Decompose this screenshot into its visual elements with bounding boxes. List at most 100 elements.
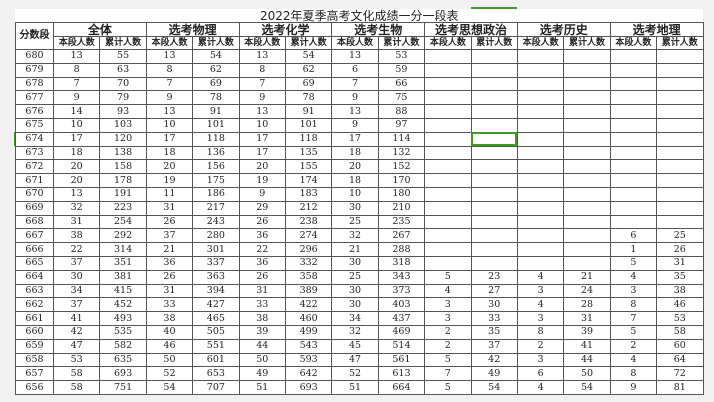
count-cell[interactable]: 40 <box>145 324 194 340</box>
count-cell[interactable]: 514 <box>377 338 426 354</box>
score-cell[interactable]: 667 <box>15 228 54 244</box>
count-cell[interactable] <box>656 186 704 202</box>
count-cell[interactable]: 13 <box>331 104 379 119</box>
count-cell[interactable]: 543 <box>284 338 333 354</box>
count-cell[interactable] <box>424 90 472 106</box>
count-cell[interactable] <box>516 242 565 257</box>
count-cell[interactable]: 191 <box>99 186 147 202</box>
count-cell[interactable] <box>516 200 565 216</box>
count-cell[interactable]: 707 <box>192 380 240 395</box>
count-cell[interactable] <box>516 49 565 64</box>
count-cell[interactable]: 18 <box>331 145 379 161</box>
count-cell[interactable]: 54 <box>284 49 333 64</box>
segment-count-header[interactable]: 本段人数 <box>609 36 658 50</box>
count-cell[interactable]: 7 <box>424 366 472 382</box>
count-cell[interactable]: 493 <box>99 311 147 326</box>
count-cell[interactable] <box>563 186 611 202</box>
count-cell[interactable]: 642 <box>284 366 333 382</box>
score-cell[interactable]: 672 <box>15 159 54 175</box>
count-cell[interactable]: 53 <box>656 311 704 326</box>
count-cell[interactable]: 152 <box>377 159 426 175</box>
score-cell[interactable]: 660 <box>15 324 54 340</box>
count-cell[interactable]: 62 <box>284 62 333 78</box>
count-cell[interactable]: 66 <box>377 76 426 92</box>
segment-count-header[interactable]: 本段人数 <box>145 36 194 50</box>
count-cell[interactable]: 21 <box>145 242 194 257</box>
count-cell[interactable]: 535 <box>99 324 147 340</box>
count-cell[interactable]: 158 <box>99 159 147 175</box>
count-cell[interactable]: 42 <box>52 324 101 340</box>
count-cell[interactable] <box>609 186 658 202</box>
count-cell[interactable]: 8 <box>516 324 565 340</box>
count-cell[interactable] <box>470 76 518 92</box>
count-cell[interactable]: 3 <box>516 352 565 368</box>
score-cell[interactable]: 675 <box>15 117 54 133</box>
count-cell[interactable]: 4 <box>424 283 472 299</box>
count-cell[interactable] <box>516 173 565 188</box>
group-header[interactable]: 选考化学 <box>238 22 333 37</box>
count-cell[interactable]: 64 <box>656 352 704 368</box>
count-cell[interactable] <box>424 131 472 147</box>
count-cell[interactable]: 664 <box>377 380 426 395</box>
count-cell[interactable]: 31 <box>238 283 286 299</box>
count-cell[interactable]: 72 <box>656 366 704 382</box>
count-cell[interactable]: 318 <box>377 255 426 271</box>
count-cell[interactable]: 7 <box>238 76 286 92</box>
count-cell[interactable]: 44 <box>563 352 611 368</box>
segment-count-header[interactable]: 本段人数 <box>52 36 101 50</box>
count-cell[interactable]: 44 <box>238 338 286 354</box>
count-cell[interactable]: 465 <box>192 311 240 326</box>
count-cell[interactable] <box>563 90 611 106</box>
count-cell[interactable]: 37 <box>52 297 101 313</box>
count-cell[interactable]: 217 <box>192 200 240 216</box>
count-cell[interactable]: 373 <box>377 283 426 299</box>
count-cell[interactable]: 17 <box>145 131 194 147</box>
score-cell[interactable]: 659 <box>15 338 54 354</box>
count-cell[interactable]: 10 <box>52 117 101 133</box>
count-cell[interactable]: 46 <box>145 338 194 354</box>
count-cell[interactable] <box>656 90 704 106</box>
count-cell[interactable]: 35 <box>470 324 518 340</box>
count-cell[interactable] <box>516 117 565 133</box>
count-cell[interactable]: 50 <box>238 352 286 368</box>
count-cell[interactable]: 223 <box>99 200 147 216</box>
count-cell[interactable]: 254 <box>99 214 147 230</box>
count-cell[interactable]: 10 <box>331 186 379 202</box>
count-cell[interactable]: 103 <box>99 117 147 133</box>
count-cell[interactable] <box>424 62 472 78</box>
count-cell[interactable]: 32 <box>331 324 379 340</box>
count-cell[interactable] <box>609 49 658 64</box>
count-cell[interactable] <box>424 49 472 64</box>
count-cell[interactable]: 46 <box>656 297 704 313</box>
count-cell[interactable] <box>470 173 518 188</box>
count-cell[interactable] <box>656 214 704 230</box>
count-cell[interactable]: 47 <box>52 338 101 354</box>
count-cell[interactable]: 5 <box>424 380 472 395</box>
count-cell[interactable]: 3 <box>609 283 658 299</box>
count-cell[interactable]: 415 <box>99 283 147 299</box>
count-cell[interactable]: 8 <box>609 366 658 382</box>
score-cell[interactable]: 658 <box>15 352 54 368</box>
count-cell[interactable]: 23 <box>470 269 518 285</box>
count-cell[interactable]: 31 <box>145 283 194 299</box>
table-title[interactable]: 2022年夏季高考文化成绩一分一段表 <box>15 9 703 23</box>
count-cell[interactable] <box>470 90 518 106</box>
count-cell[interactable]: 9 <box>331 117 379 133</box>
count-cell[interactable]: 10 <box>238 117 286 133</box>
count-cell[interactable] <box>656 145 704 161</box>
score-cell[interactable]: 670 <box>15 186 54 202</box>
count-cell[interactable]: 178 <box>99 173 147 188</box>
segment-count-header[interactable]: 本段人数 <box>238 36 286 50</box>
count-cell[interactable]: 3 <box>516 311 565 326</box>
count-cell[interactable]: 551 <box>192 338 240 354</box>
count-cell[interactable]: 175 <box>192 173 240 188</box>
score-cell[interactable]: 679 <box>15 62 54 78</box>
cumulative-count-header[interactable]: 累计人数 <box>563 36 611 50</box>
count-cell[interactable]: 4 <box>516 297 565 313</box>
count-cell[interactable] <box>563 159 611 175</box>
count-cell[interactable]: 81 <box>656 380 704 395</box>
count-cell[interactable] <box>470 242 518 257</box>
count-cell[interactable]: 751 <box>99 380 147 395</box>
count-cell[interactable]: 13 <box>238 104 286 119</box>
count-cell[interactable]: 97 <box>377 117 426 133</box>
